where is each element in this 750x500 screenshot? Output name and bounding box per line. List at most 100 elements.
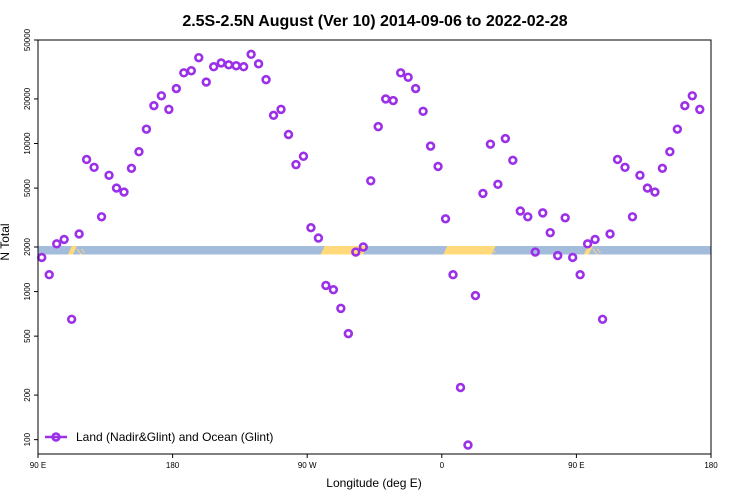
land-speck — [79, 253, 82, 255]
data-point — [104, 170, 114, 180]
x-tick-label: 0 — [440, 461, 445, 470]
y-tick-label: 10000 — [23, 132, 32, 155]
y-tick-label: 200 — [23, 388, 32, 402]
data-point — [246, 49, 256, 60]
land-speck — [81, 249, 83, 251]
data-point — [381, 94, 391, 104]
data-point — [74, 229, 84, 239]
data-point — [366, 176, 376, 186]
y-tick-label: 2000 — [23, 238, 32, 256]
land-speck — [82, 251, 85, 253]
data-point — [642, 183, 653, 193]
land-segment — [443, 246, 496, 255]
data-point — [448, 270, 458, 280]
land-speck — [594, 251, 596, 253]
data-point — [238, 62, 249, 72]
data-point — [209, 62, 219, 72]
data-point — [500, 133, 511, 144]
y-axis: 100 200 500 1000 2000 5000 10000 20000 50000 — [23, 28, 38, 446]
data-point — [336, 303, 346, 314]
data-point — [351, 247, 361, 257]
data-point — [231, 61, 241, 71]
data-point — [463, 440, 473, 450]
data-point — [51, 239, 62, 249]
data-point — [328, 284, 339, 295]
data-point — [253, 59, 264, 69]
data-point — [612, 154, 623, 165]
data-point — [164, 104, 174, 115]
ocean-band — [38, 246, 711, 255]
data-point — [276, 104, 286, 115]
data-point — [343, 328, 354, 339]
data-point — [433, 161, 443, 172]
data-point — [440, 214, 451, 224]
data-point — [418, 106, 428, 116]
land-speck — [493, 251, 496, 253]
land-speck — [76, 249, 79, 251]
y-tick-label: 1000 — [23, 282, 32, 300]
data-point — [111, 183, 122, 193]
y-tick-label: 5000 — [23, 179, 32, 197]
data-point — [81, 154, 92, 165]
data-point — [523, 212, 533, 222]
data-point — [665, 147, 675, 157]
data-points — [37, 49, 705, 450]
y-tick-label: 50000 — [23, 28, 32, 51]
data-point — [261, 74, 271, 85]
data-point — [119, 187, 129, 197]
x-tick-label: 90 E — [568, 461, 584, 470]
land-ocean-band — [38, 246, 711, 255]
data-point — [425, 141, 436, 151]
land-speck — [598, 251, 601, 253]
y-axis-label: N Total — [0, 223, 12, 260]
y-tick-label: 20000 — [23, 87, 32, 110]
data-point — [149, 101, 159, 111]
data-point — [515, 206, 526, 216]
y-tick-label: 500 — [23, 329, 32, 343]
data-point — [291, 159, 301, 170]
data-point — [89, 162, 99, 173]
data-point — [575, 270, 585, 280]
x-tick-label: 180 — [704, 461, 718, 470]
legend-label: Land (Nadir&Glint) and Ocean (Glint) — [76, 430, 273, 444]
data-point — [126, 163, 137, 174]
data-point — [478, 188, 488, 199]
data-point — [66, 314, 77, 324]
data-point — [216, 58, 226, 68]
land-segment — [583, 246, 593, 255]
data-point — [186, 66, 196, 76]
data-point — [373, 121, 383, 132]
data-point — [59, 234, 69, 245]
land-speck — [488, 251, 490, 253]
data-point — [358, 242, 368, 252]
land-speck — [490, 253, 492, 255]
data-point — [201, 77, 211, 87]
data-point — [597, 314, 608, 324]
data-point — [470, 290, 481, 301]
data-point — [627, 212, 638, 222]
data-point — [687, 91, 698, 101]
x-tick-label: 90 E — [30, 461, 46, 470]
data-point — [321, 280, 331, 291]
legend: Land (Nadir&Glint) and Ocean (Glint) — [45, 430, 273, 444]
legend-marker — [51, 432, 61, 442]
data-point — [134, 147, 144, 157]
data-point — [530, 247, 540, 257]
data-point — [605, 229, 615, 239]
data-point — [156, 91, 167, 101]
data-point — [298, 151, 309, 161]
data-point — [567, 252, 578, 263]
land-speck — [597, 249, 599, 251]
data-point — [141, 124, 152, 134]
data-point — [388, 95, 398, 106]
chart-title: 2.5S-2.5N August (Ver 10) 2014-09-06 to … — [182, 13, 567, 30]
data-point — [582, 239, 593, 249]
data-point — [194, 52, 204, 63]
x-axis: 90 E 180 90 W 0 90 E 180 — [30, 454, 718, 470]
data-point — [560, 213, 570, 223]
data-point — [179, 68, 189, 78]
data-point — [455, 382, 466, 393]
land-speck — [592, 249, 595, 251]
data-point — [620, 162, 630, 173]
